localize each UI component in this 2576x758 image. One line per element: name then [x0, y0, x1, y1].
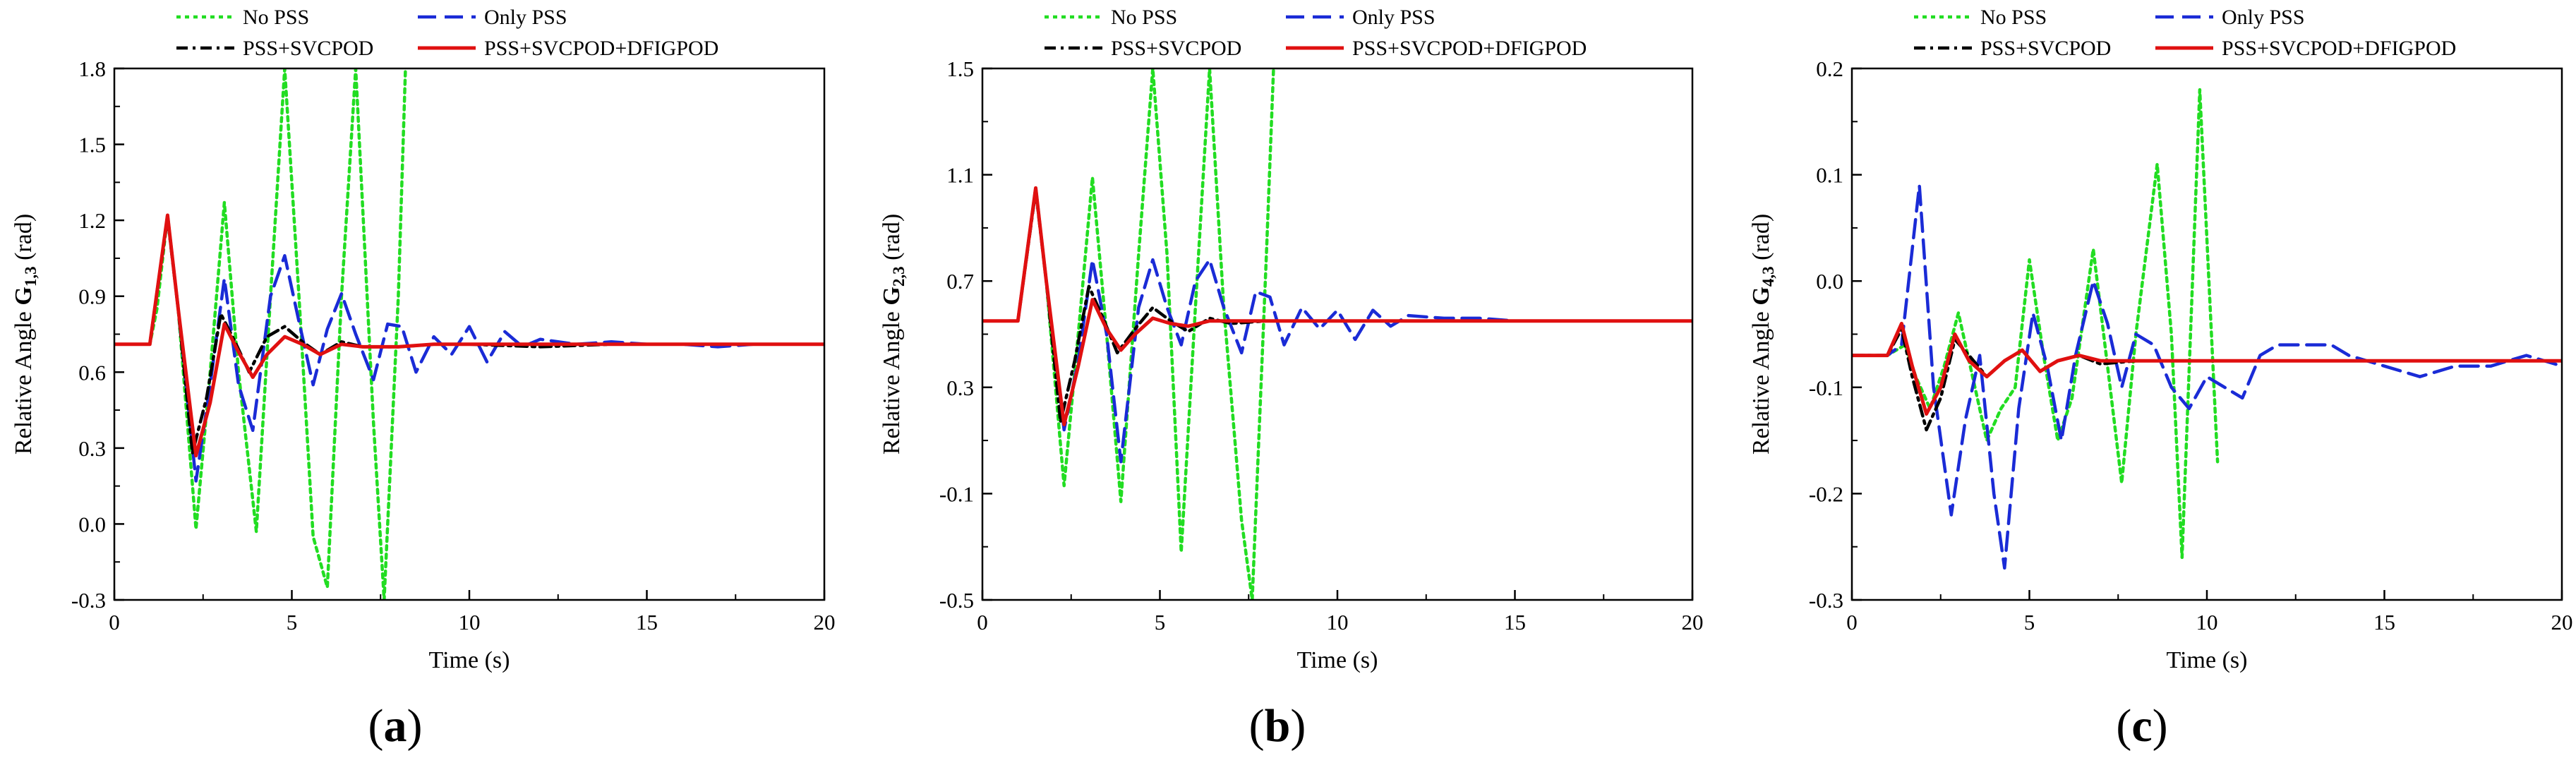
- y-tick-label: 0.0: [78, 512, 106, 536]
- y-tick-label: -0.3: [71, 588, 106, 613]
- x-tick-label: 20: [2551, 610, 2573, 634]
- y-tick-label: -0.5: [939, 588, 974, 613]
- y-tick-label: 0.9: [78, 284, 106, 309]
- y-tick-label: 0.7: [946, 269, 974, 294]
- x-tick-label: 10: [2196, 610, 2218, 634]
- x-tick-label: 5: [2024, 610, 2035, 634]
- x-axis-title: Time (s): [429, 647, 510, 673]
- legend-label: PSS+SVCPOD: [1980, 37, 2111, 60]
- x-tick-label: 0: [977, 610, 988, 634]
- legend-label: PSS+SVCPOD+DFIGPOD: [1352, 37, 1587, 60]
- y-axis-title: Relative Angle G4,3 (rad): [1748, 214, 1777, 455]
- y-tick-label: -0.1: [939, 481, 974, 506]
- series-line-only-pss: [982, 186, 1692, 464]
- series-line-pss-svcpod-dfigpod: [1852, 321, 2562, 416]
- y-tick-label: 1.2: [78, 208, 106, 233]
- plot-area: [982, 68, 1692, 600]
- chart-panel-2: 0 5 10 15 20 -0.5 -0.1 0.3 0.7 1.1 1.5 Time (s) Rela…: [879, 6, 1704, 752]
- legend-label: PSS+SVCPOD+DFIGPOD: [2222, 37, 2456, 60]
- panel-label: (c): [2116, 700, 2167, 752]
- y-tick-label: -0.3: [1809, 588, 1843, 613]
- series-line-pss-svcpod-dfigpod: [114, 213, 824, 458]
- plot-frame: [981, 67, 1694, 601]
- y-tick-label: 0.2: [1816, 56, 1843, 81]
- x-tick-label: 10: [1327, 610, 1349, 634]
- y-tick-label: -0.2: [1809, 481, 1843, 506]
- x-tick-label: 15: [636, 610, 658, 634]
- y-axis-title: Relative Angle G1,3 (rad): [11, 214, 40, 455]
- legend-label: PSS+SVCPOD: [243, 37, 373, 60]
- y-tick-label: 0.6: [78, 360, 106, 385]
- y-tick-label: 0.3: [78, 436, 106, 461]
- x-tick-label: 0: [1846, 610, 1858, 634]
- y-tick-label: 0.0: [1816, 269, 1843, 294]
- plot-area: [1852, 88, 2562, 570]
- x-tick-label: 10: [459, 610, 481, 634]
- y-tick-label: 1.5: [78, 133, 106, 157]
- legend-label: Only PSS: [2222, 6, 2305, 29]
- series-line-no-pss: [982, 68, 1275, 600]
- x-axis-title: Time (s): [2167, 647, 2248, 673]
- panel-label: (a): [368, 700, 423, 752]
- x-tick-label: 15: [2373, 610, 2395, 634]
- legend-label: No PSS: [243, 6, 309, 29]
- x-axis-title: Time (s): [1297, 647, 1378, 673]
- y-tick-label: 1.1: [946, 163, 974, 188]
- chart-panel-3: 0 5 10 15 20 -0.3 -0.2 -0.1 0.0 0.1 0.2 Time (s) Rel…: [1748, 6, 2573, 752]
- x-tick-label: 5: [287, 610, 298, 634]
- y-tick-label: 1.8: [78, 56, 106, 81]
- y-axis-title: Relative Angle G2,3 (rad): [879, 214, 908, 455]
- y-tick-label: 0.1: [1816, 163, 1843, 188]
- legend-label: PSS+SVCPOD: [1111, 37, 1241, 60]
- series-line-only-pss: [1852, 184, 2562, 570]
- legend-label: Only PSS: [484, 6, 567, 29]
- y-tick-label: 0.3: [946, 375, 974, 400]
- y-tick-label: 1.5: [946, 56, 974, 81]
- x-tick-label: 5: [1155, 610, 1166, 634]
- plot-frame: [1850, 67, 2563, 601]
- series-line-no-pss: [114, 68, 407, 600]
- plot-area: [114, 68, 824, 600]
- legend-label: No PSS: [1111, 6, 1177, 29]
- y-tick-label: -0.1: [1809, 375, 1843, 400]
- x-tick-label: 20: [1682, 610, 1704, 634]
- panel-label: (b): [1249, 700, 1306, 752]
- series-line-pss-svcpod-dfigpod: [982, 186, 1692, 426]
- x-tick-label: 0: [109, 610, 120, 634]
- legend-label: Only PSS: [1352, 6, 1436, 29]
- chart-panel-1: 0 5 10 15 20 -0.3 0.0 0.3 0.6 0.9 1.2 1.5 1.8 Time (s…: [11, 6, 836, 752]
- x-tick-label: 20: [814, 610, 836, 634]
- legend-label: No PSS: [1980, 6, 2047, 29]
- x-tick-label: 15: [1504, 610, 1526, 634]
- legend-label: PSS+SVCPOD+DFIGPOD: [484, 37, 718, 60]
